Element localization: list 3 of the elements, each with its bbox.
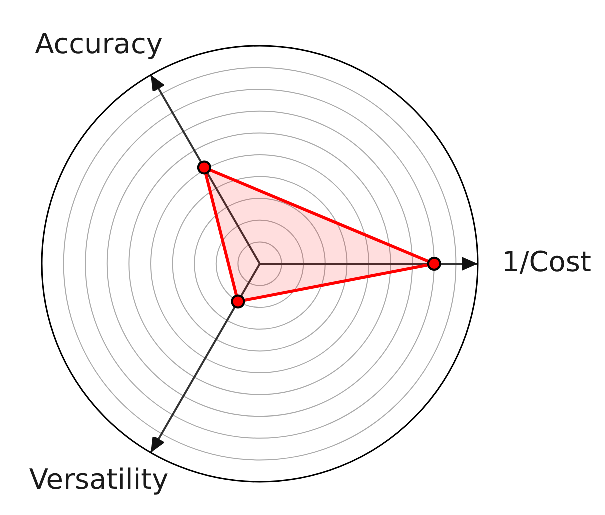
spoke-label: 1/Cost [502,245,592,278]
spoke-label: Accuracy [35,28,163,61]
spoke-label: Versatility [29,462,169,496]
